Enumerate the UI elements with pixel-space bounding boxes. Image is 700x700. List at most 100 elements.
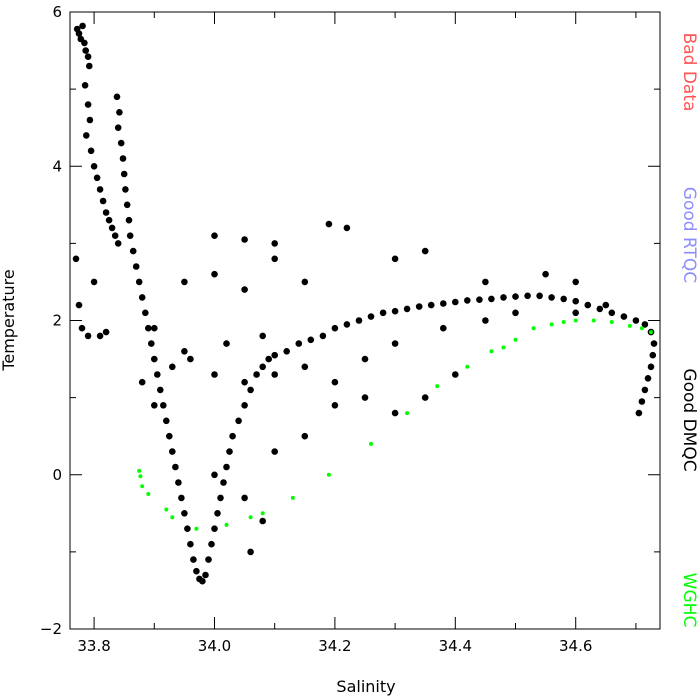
data-point — [391, 340, 399, 347]
data-point — [421, 394, 429, 401]
data-point — [102, 328, 110, 336]
data-point — [301, 363, 309, 371]
data-point — [452, 371, 459, 378]
data-point — [403, 305, 411, 313]
data-point — [620, 313, 628, 320]
data-point — [86, 116, 94, 124]
legend: Bad Data Good RTQC Good DMQC WGHC — [679, 33, 699, 628]
data-point — [488, 295, 495, 303]
legend-entry: Good DMQC — [679, 368, 699, 471]
data-point — [229, 432, 236, 440]
data-point — [602, 301, 610, 309]
data-point — [138, 474, 143, 479]
data-point — [114, 240, 122, 247]
data-point — [113, 93, 121, 101]
data-point — [482, 317, 489, 324]
y-axis-title: Temperature — [0, 269, 18, 371]
data-point — [119, 155, 127, 162]
data-point — [500, 294, 507, 301]
y-tick-labels: −2 0 2 4 6 — [40, 3, 62, 638]
data-point — [638, 398, 646, 405]
data-point — [82, 47, 89, 54]
data-point — [72, 255, 80, 263]
data-point — [391, 255, 399, 263]
data-point — [271, 240, 279, 247]
data-point — [123, 201, 131, 209]
data-point — [260, 511, 265, 516]
data-point — [184, 525, 191, 532]
data-point — [181, 510, 188, 517]
data-point — [572, 278, 579, 286]
data-point — [81, 82, 89, 89]
data-point — [325, 220, 333, 228]
data-point — [609, 320, 614, 324]
data-point — [172, 463, 179, 471]
data-points — [72, 22, 658, 585]
data-point — [194, 526, 199, 531]
data-point — [513, 337, 518, 342]
data-point — [259, 363, 267, 371]
data-point — [126, 232, 134, 239]
data-point — [548, 294, 555, 301]
data-point — [649, 351, 657, 359]
x-tick-label: 34.4 — [439, 637, 472, 655]
data-point — [132, 263, 140, 270]
data-point — [86, 62, 93, 70]
data-point — [78, 324, 86, 332]
data-point — [355, 317, 363, 324]
data-point — [142, 309, 149, 317]
data-point — [99, 197, 107, 205]
data-point — [379, 309, 387, 317]
data-point — [452, 298, 459, 306]
data-point — [87, 147, 95, 155]
data-point — [331, 378, 339, 386]
data-point — [241, 494, 248, 502]
y-tick-label: 4 — [52, 157, 62, 175]
data-point — [319, 332, 327, 340]
data-point — [635, 409, 643, 417]
data-point — [226, 448, 233, 455]
data-point — [111, 232, 119, 239]
data-point — [223, 463, 230, 471]
data-point — [247, 548, 254, 556]
data-point — [331, 324, 339, 332]
data-point — [464, 297, 471, 304]
data-point — [81, 39, 88, 47]
data-point — [211, 525, 218, 532]
data-point — [125, 216, 133, 224]
data-point — [214, 510, 221, 517]
data-point — [187, 540, 194, 548]
data-point — [435, 384, 440, 389]
data-point — [641, 321, 649, 328]
data-point — [608, 309, 616, 317]
data-point — [596, 305, 604, 313]
data-point — [175, 479, 182, 486]
data-point — [241, 286, 248, 293]
data-point — [224, 522, 229, 527]
data-point — [271, 371, 279, 378]
data-point — [501, 345, 506, 350]
data-point — [154, 371, 161, 378]
data-point — [157, 386, 164, 394]
x-tick-labels: 33.8 34.0 34.2 34.4 34.6 — [77, 637, 592, 655]
x-tick-label: 33.8 — [77, 637, 110, 655]
data-point — [259, 517, 267, 525]
data-point — [271, 351, 279, 359]
data-point — [369, 441, 373, 446]
data-point — [178, 494, 185, 502]
data-point — [524, 292, 531, 300]
data-point — [632, 317, 640, 324]
data-point — [181, 348, 188, 355]
data-point — [307, 336, 315, 344]
data-point — [343, 321, 351, 328]
data-point — [145, 324, 152, 332]
data-point — [96, 186, 104, 193]
data-point — [190, 556, 197, 563]
data-point — [120, 170, 128, 178]
data-point — [187, 355, 194, 363]
data-point — [211, 471, 218, 479]
data-point — [427, 301, 435, 309]
data-point — [163, 417, 170, 425]
data-point — [166, 432, 173, 440]
